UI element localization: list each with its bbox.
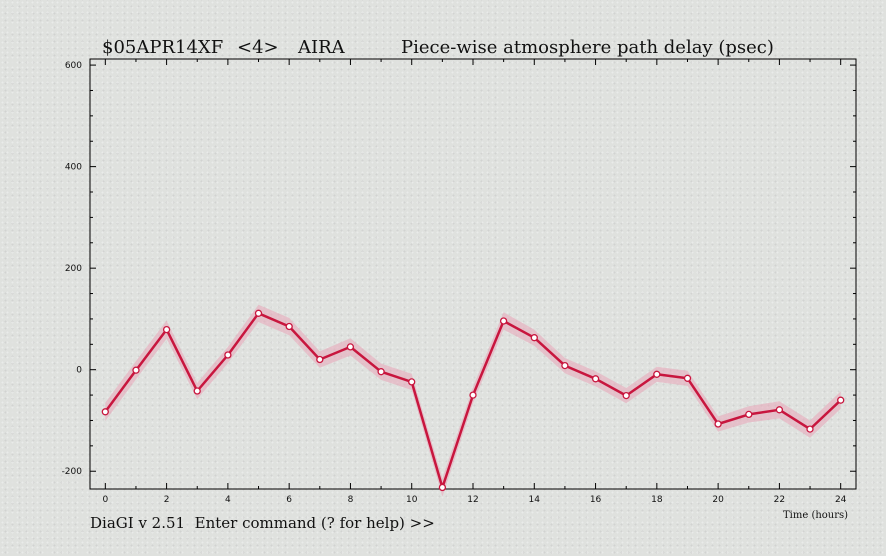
data-point xyxy=(591,375,600,383)
data-point xyxy=(132,366,140,374)
data-point xyxy=(561,361,569,370)
y-axis: -200 0 200 400 600 xyxy=(62,61,856,477)
data-point xyxy=(683,374,692,382)
data-point xyxy=(377,368,385,376)
data-point xyxy=(530,334,538,342)
data-point xyxy=(162,325,171,334)
x-tick-label: 10 xyxy=(406,495,418,505)
data-point xyxy=(224,351,232,359)
data-point xyxy=(346,343,355,351)
data-markers xyxy=(101,309,845,492)
x-axis: 0 2 4 6 8 10 12 14 16 18 20 22 24 xyxy=(102,59,847,505)
data-point xyxy=(837,396,845,404)
y-tick-label: -200 xyxy=(62,467,83,477)
data-point xyxy=(714,420,722,428)
command-prompt[interactable]: DiaGI v 2.51 Enter command (? for help) … xyxy=(90,514,435,532)
error-band xyxy=(105,304,841,497)
x-tick-label: 2 xyxy=(164,495,170,505)
data-point xyxy=(775,406,784,414)
data-point xyxy=(438,483,447,492)
data-point xyxy=(469,391,477,399)
x-tick-label: 0 xyxy=(102,495,108,505)
experiment-name: $05APR14XF xyxy=(102,37,223,58)
data-point xyxy=(101,408,109,416)
chart-title: Piece-wise atmosphere path delay (psec) xyxy=(401,37,774,58)
x-tick-label: 18 xyxy=(651,495,663,505)
data-point xyxy=(745,410,753,419)
data-point xyxy=(316,355,324,364)
data-point xyxy=(408,378,416,386)
x-tick-label: 6 xyxy=(286,495,292,505)
data-point xyxy=(254,309,263,317)
x-tick-label: 12 xyxy=(467,495,478,505)
band-label: <4> xyxy=(237,37,279,58)
x-tick-label: 14 xyxy=(529,495,541,505)
data-point xyxy=(653,370,661,378)
data-point xyxy=(499,317,508,325)
x-tick-label: 4 xyxy=(225,495,231,505)
x-tick-label: 8 xyxy=(348,495,354,505)
y-tick-label: 400 xyxy=(65,163,82,173)
x-tick-label: 24 xyxy=(835,495,847,505)
x-tick-label: 16 xyxy=(590,495,602,505)
y-tick-label: 600 xyxy=(65,61,82,71)
data-point xyxy=(285,322,293,331)
data-point xyxy=(806,425,814,433)
station-name: AIRA xyxy=(297,37,346,58)
chart-header: $05APR14XF <4> AIRA Piece-wise atmospher… xyxy=(102,37,774,58)
data-point xyxy=(193,387,201,395)
x-tick-label: 20 xyxy=(712,495,724,505)
y-tick-label: 200 xyxy=(65,264,82,274)
x-axis-label: Time (hours) xyxy=(783,510,848,521)
data-point xyxy=(622,391,630,400)
x-tick-label: 22 xyxy=(774,495,785,505)
y-tick-label: 0 xyxy=(76,366,82,376)
